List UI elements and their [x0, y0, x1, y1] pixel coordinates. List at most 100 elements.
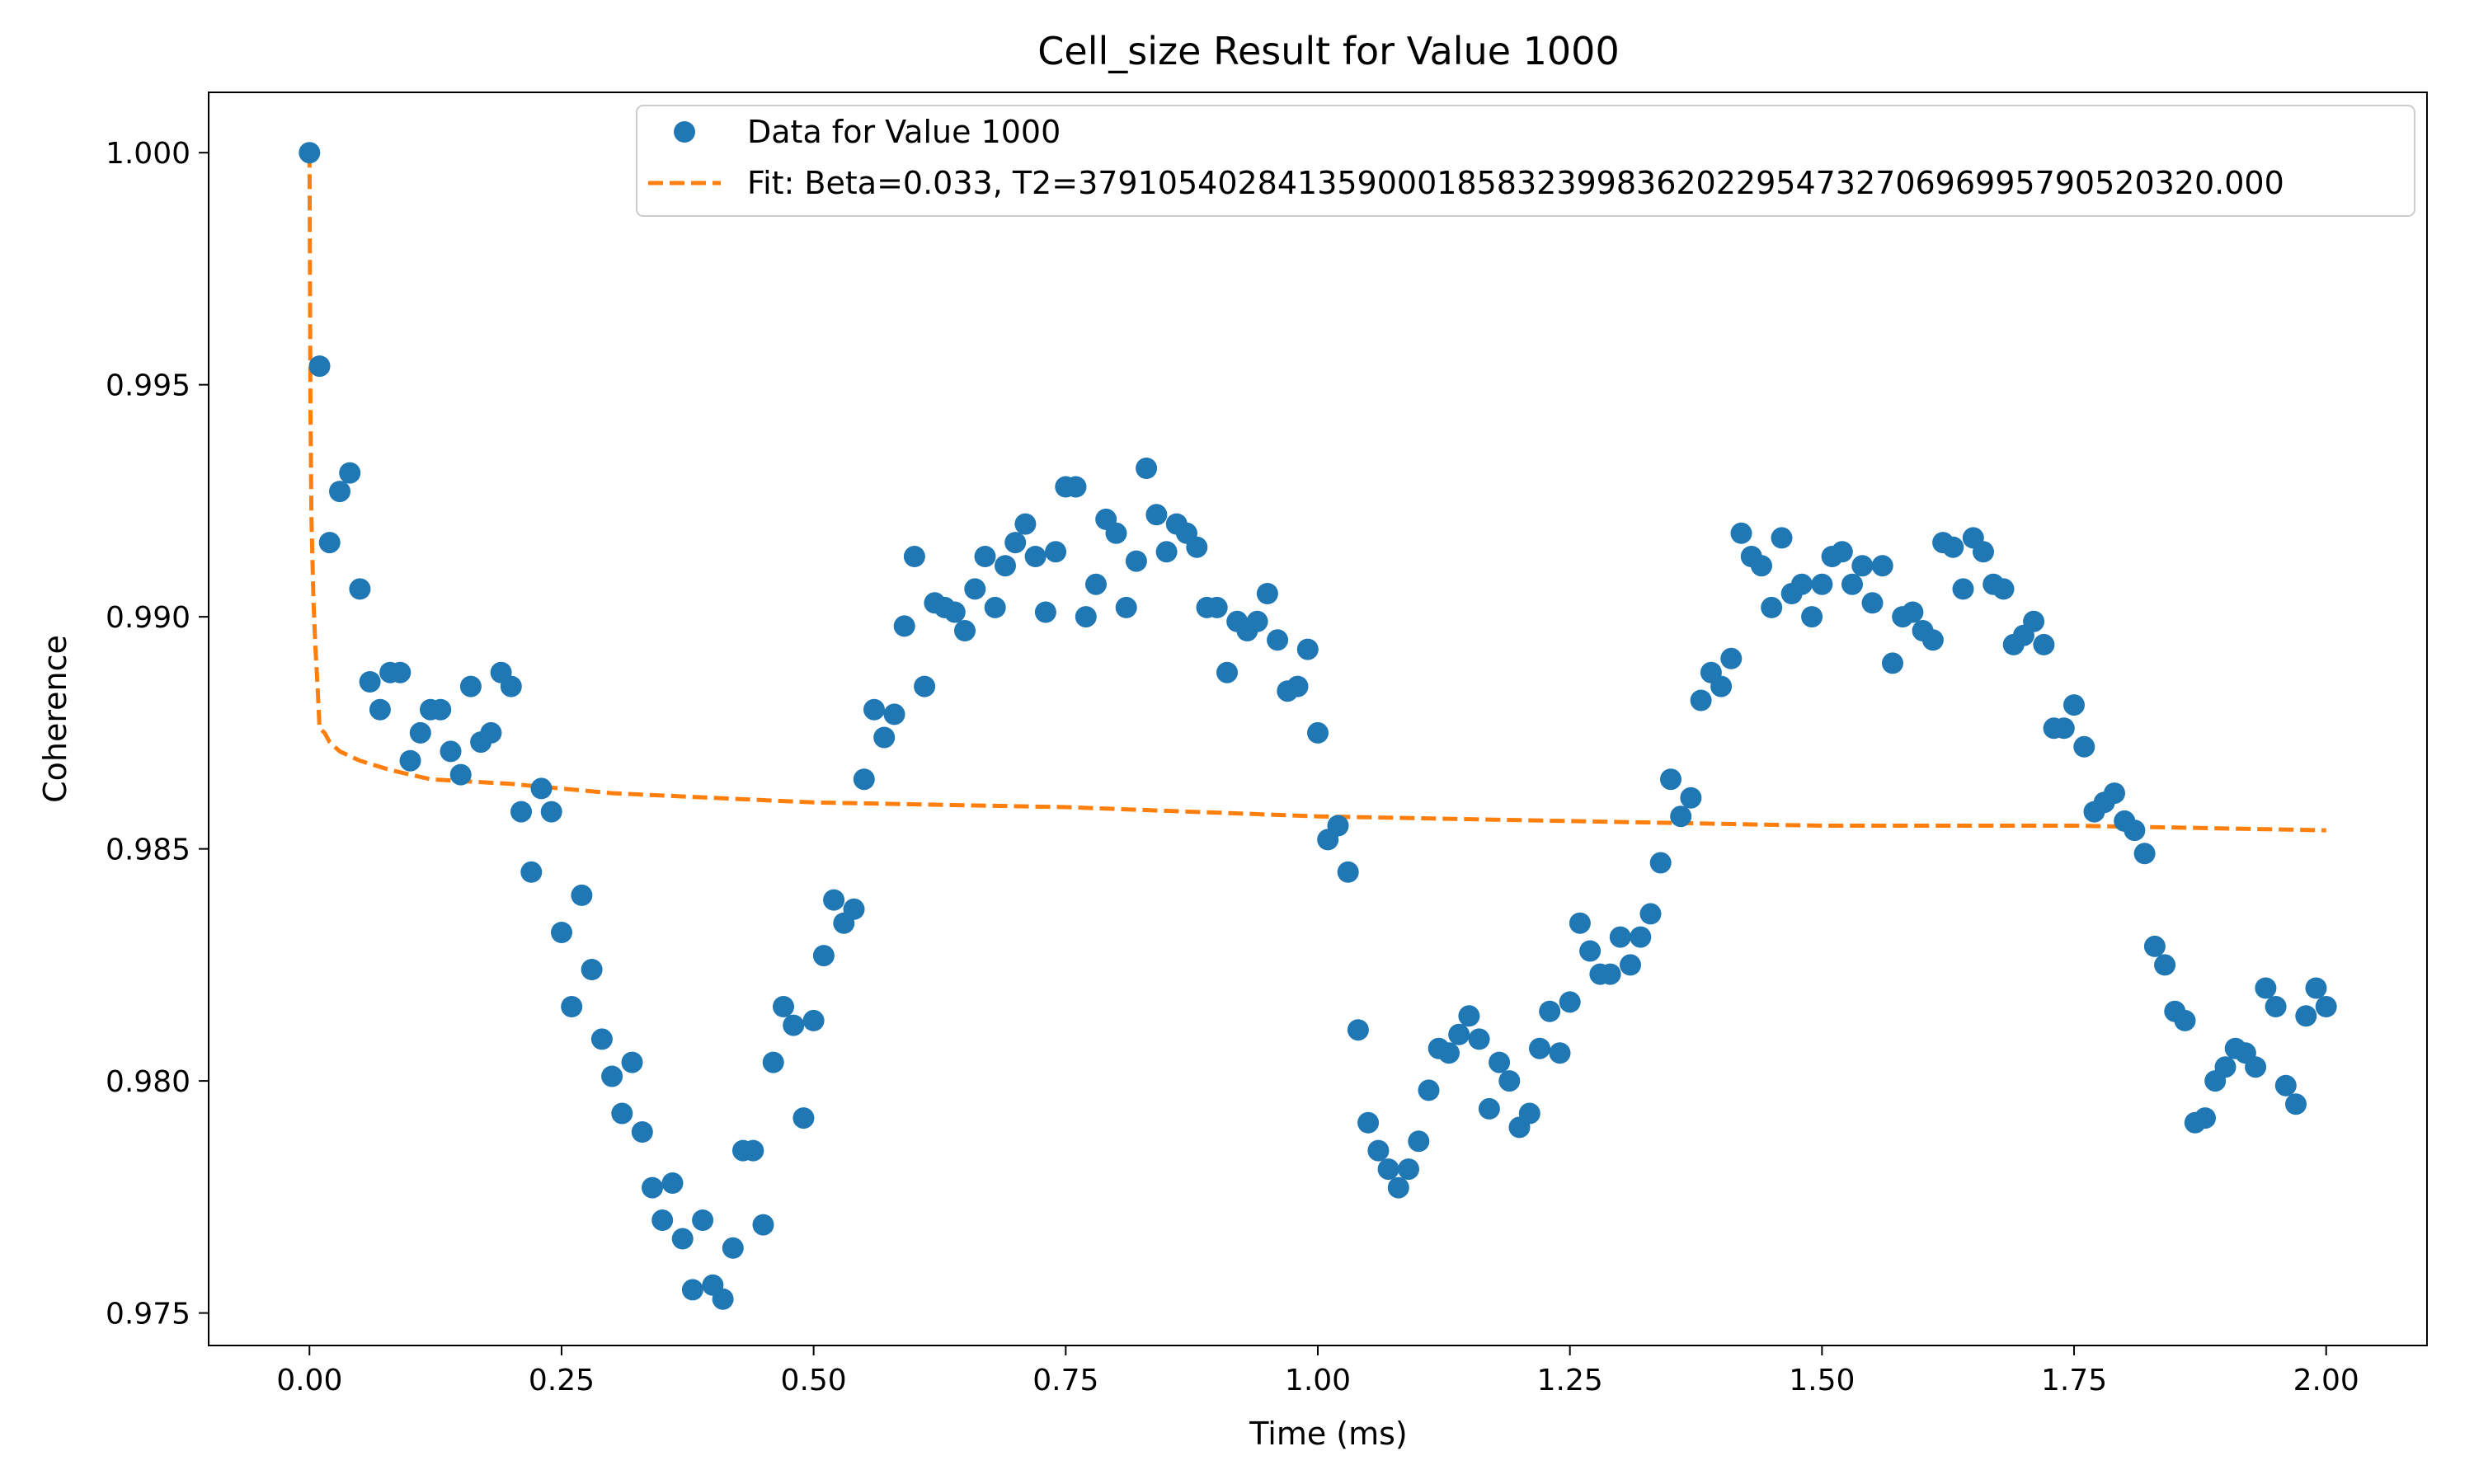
data-point [1438, 1042, 1460, 1064]
data-point [1034, 601, 1056, 623]
data-point [500, 675, 522, 697]
data-point [1448, 1023, 1470, 1045]
data-point [1861, 592, 1884, 614]
data-point [1680, 787, 1702, 809]
data-point [1347, 1019, 1369, 1041]
data-point [1246, 610, 1268, 632]
data-point [943, 601, 966, 623]
data-point [1186, 536, 1208, 558]
data-point [329, 481, 350, 503]
data-point [873, 726, 896, 749]
data-point [2033, 633, 2055, 655]
data-point [1710, 675, 1733, 697]
data-point [2214, 1056, 2236, 1078]
data-point [1549, 1042, 1571, 1064]
data-point [1155, 541, 1178, 563]
x-tick-label: 1.75 [2041, 1364, 2107, 1397]
data-point [440, 740, 462, 763]
x-tick-label: 1.25 [1537, 1364, 1603, 1397]
data-point [692, 1209, 714, 1231]
y-tick-label: 0.975 [106, 1298, 190, 1331]
data-point [964, 578, 986, 600]
data-point [318, 532, 341, 554]
x-tick-label: 0.00 [276, 1364, 342, 1397]
data-point [1599, 963, 1621, 985]
data-point [1569, 912, 1591, 934]
data-point [1811, 573, 1833, 595]
data-point [1630, 926, 1652, 948]
data-point [2285, 1093, 2307, 1115]
data-point [1286, 675, 1309, 697]
data-point [1952, 578, 1974, 600]
data-point [1408, 1130, 1430, 1153]
data-point [631, 1121, 653, 1143]
data-point [762, 1051, 784, 1073]
data-point [2124, 819, 2146, 842]
data-point [1387, 1176, 1409, 1199]
data-point [954, 620, 976, 641]
data-point [1730, 522, 1752, 544]
x-tick-label: 0.50 [781, 1364, 847, 1397]
data-point [773, 996, 794, 1017]
data-point [1398, 1158, 1419, 1181]
data-point [1418, 1079, 1440, 1101]
data-point [642, 1176, 663, 1199]
data-point [995, 555, 1016, 577]
x-tick-label: 1.50 [1789, 1364, 1855, 1397]
data-point [1942, 536, 1964, 558]
data-point [914, 675, 936, 697]
data-point [510, 801, 532, 823]
data-point [671, 1228, 694, 1250]
data-point [1489, 1051, 1511, 1073]
data-point [1639, 903, 1662, 925]
data-point [308, 355, 331, 378]
data-point [1024, 546, 1047, 567]
data-point [722, 1237, 744, 1259]
legend: Data for Value 1000 Fit: Beta=0.033, T2=… [636, 105, 2415, 217]
data-point [551, 922, 572, 943]
data-point [2245, 1056, 2267, 1078]
data-point [430, 698, 452, 721]
data-point [2174, 1009, 2196, 1031]
data-point [571, 884, 593, 906]
data-point [1357, 1111, 1380, 1134]
data-point [1115, 596, 1137, 618]
data-point [1498, 1070, 1521, 1092]
data-point [1579, 940, 1602, 962]
data-point [540, 801, 562, 823]
data-point [1125, 550, 1147, 572]
data-point [1690, 689, 1712, 711]
data-point [2104, 782, 2125, 805]
fit-line [307, 153, 2326, 833]
data-point [409, 721, 431, 744]
legend-box [636, 105, 2415, 217]
data-point [1105, 522, 1127, 544]
data-point [1307, 721, 1329, 744]
legend-label-fit: Fit: Beta=0.033, T2=37910540284135900018… [747, 165, 2284, 201]
data-point [1004, 532, 1027, 554]
data-point [1478, 1097, 1500, 1120]
data-point [1670, 805, 1692, 828]
y-tick-label: 0.995 [106, 369, 190, 403]
data-point [893, 615, 915, 637]
data-point [2265, 996, 2287, 1017]
data-point [1145, 504, 1168, 526]
legend-marker-data [674, 121, 695, 143]
data-point [299, 142, 321, 164]
data-point [1559, 991, 1581, 1013]
data-point [1609, 926, 1631, 948]
data-point [530, 777, 553, 800]
data-point [1660, 768, 1681, 791]
data-point [1761, 596, 1783, 618]
x-axis-label: Time (ms) [1249, 1416, 1408, 1452]
data-point [1751, 555, 1772, 577]
data-point [561, 996, 583, 1017]
data-point [883, 703, 905, 726]
data-point [1973, 541, 1994, 563]
data-point [712, 1288, 734, 1310]
chart-title: Cell_size Result for Value 1000 [1037, 29, 1619, 73]
x-tick-label: 0.75 [1032, 1364, 1098, 1397]
data-point [1136, 458, 1158, 479]
data-point [812, 945, 835, 967]
